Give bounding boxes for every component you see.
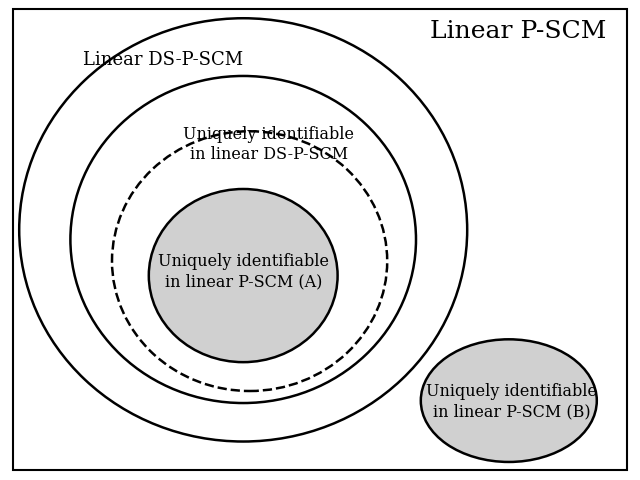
Ellipse shape [70, 77, 416, 403]
Ellipse shape [421, 340, 596, 462]
Text: Linear DS-P-SCM: Linear DS-P-SCM [83, 51, 243, 69]
Ellipse shape [19, 19, 467, 442]
Ellipse shape [112, 132, 387, 391]
Text: Linear P-SCM: Linear P-SCM [430, 20, 607, 43]
Ellipse shape [149, 190, 338, 362]
Text: Uniquely identifiable
in linear DS-P-SCM: Uniquely identifiable in linear DS-P-SCM [183, 126, 355, 162]
Text: Uniquely identifiable
in linear P-SCM (B): Uniquely identifiable in linear P-SCM (B… [426, 383, 598, 419]
Text: Uniquely identifiable
in linear P-SCM (A): Uniquely identifiable in linear P-SCM (A… [157, 253, 329, 289]
